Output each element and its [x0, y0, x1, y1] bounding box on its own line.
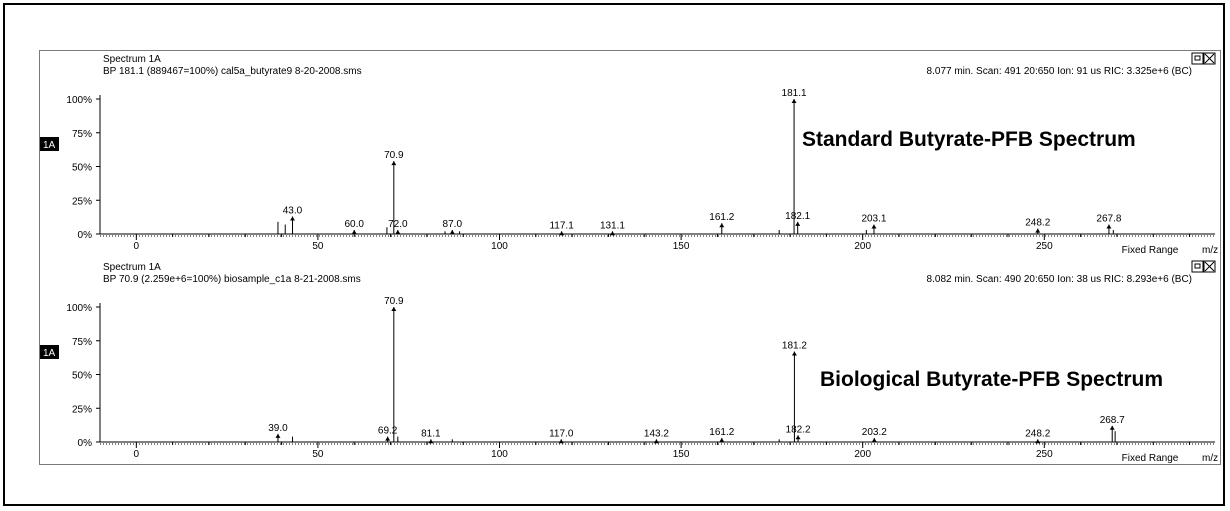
peak-label: 248.2 [1025, 428, 1050, 439]
peak-label: 87.0 [443, 219, 463, 230]
spectrum-badge: 1A [40, 137, 59, 151]
header-right: 8.082 min. Scan: 490 20:650 Ion: 38 us R… [927, 274, 1192, 285]
peak-marker [275, 433, 281, 438]
x-tick-label: 150 [673, 241, 690, 252]
peak-label: 182.2 [786, 424, 811, 435]
spectrum-badge-label: 1A [43, 140, 56, 151]
x-tick-label: 150 [673, 449, 690, 460]
x-tick-label: 0 [134, 241, 140, 252]
peak-marker [351, 229, 357, 234]
figure-frame: Spectrum 1A BP 181.1 (889467=100%) cal5a_… [3, 3, 1225, 506]
x-tick-label: 200 [854, 241, 871, 252]
spectrum-annotation: Biological Butyrate-PFB Spectrum [820, 368, 1163, 391]
peak-label: 181.2 [782, 341, 807, 352]
peak-label: 161.2 [709, 212, 734, 223]
x-tick-label: 100 [491, 241, 508, 252]
spectrum-window: Spectrum 1A BP 181.1 (889467=100%) cal5a_… [39, 50, 1221, 465]
spectrum-panel-standard: Spectrum 1A BP 181.1 (889467=100%) cal5a_… [40, 51, 1220, 257]
restore-window-icon[interactable] [1191, 260, 1204, 273]
peak-marker [1035, 228, 1041, 233]
peak-label: 143.2 [644, 428, 669, 439]
x-axis-label: m/z [1202, 245, 1218, 256]
peak-marker [449, 229, 455, 234]
peak-marker [385, 436, 391, 441]
peak-marker [395, 229, 401, 234]
peak-marker [791, 351, 797, 356]
y-tick-label: 50% [72, 371, 92, 382]
y-tick-label: 100% [66, 95, 92, 106]
x-tick-label: 50 [312, 449, 324, 460]
peak-marker [428, 439, 434, 444]
peak-marker [391, 161, 397, 166]
y-tick-label: 50% [72, 163, 92, 174]
panel-title: Spectrum 1A [103, 262, 161, 273]
peak-label: 117.0 [549, 428, 574, 439]
x-tick-label: 100 [491, 449, 508, 460]
peak-marker [558, 439, 564, 444]
close-window-icon[interactable] [1203, 52, 1216, 65]
peak-marker [653, 439, 659, 444]
peak-marker [719, 223, 725, 228]
spectrum-badge: 1A [40, 345, 59, 359]
peak-marker [289, 216, 295, 221]
spectrum-annotation: Standard Butyrate-PFB Spectrum [802, 128, 1136, 151]
spectrum-badge-label: 1A [43, 348, 56, 359]
peak-label: 70.9 [384, 296, 404, 307]
peak-marker [1106, 224, 1112, 229]
peak-label: 182.1 [785, 211, 810, 222]
peak-label: 203.2 [862, 427, 887, 438]
x-tick-label: 50 [312, 241, 324, 252]
x-tick-label: 0 [134, 449, 140, 460]
peak-marker [795, 435, 801, 440]
y-tick-label: 100% [66, 303, 92, 314]
peak-marker [391, 307, 397, 311]
peak-marker [719, 437, 725, 442]
header-right: 8.077 min. Scan: 491 20:650 Ion: 91 us R… [927, 66, 1192, 77]
x-axis-label: m/z [1202, 453, 1218, 464]
peak-marker [559, 231, 565, 236]
range-mode-label: Fixed Range [1122, 245, 1179, 256]
close-window-icon[interactable] [1203, 260, 1216, 273]
peak-label: 131.1 [600, 220, 625, 231]
peak-marker [1035, 439, 1041, 444]
x-tick-label: 200 [854, 449, 871, 460]
peak-marker [871, 224, 877, 229]
x-tick-label: 250 [1036, 449, 1053, 460]
peak-label: 267.8 [1096, 214, 1121, 225]
peak-label: 70.9 [384, 150, 404, 161]
peak-label: 161.2 [709, 427, 734, 438]
y-tick-label: 75% [72, 337, 92, 348]
x-tick-label: 250 [1036, 241, 1053, 252]
peak-label: 203.1 [861, 214, 886, 225]
y-tick-label: 75% [72, 129, 92, 140]
peak-label: 60.0 [345, 219, 365, 230]
peak-marker [871, 437, 877, 442]
peak-label: 72.0 [388, 219, 408, 230]
peak-label: 248.2 [1025, 218, 1050, 229]
peak-label: 69.2 [378, 426, 398, 437]
y-tick-label: 25% [72, 196, 92, 207]
panel-title: Spectrum 1A [103, 54, 161, 65]
spectrum-panel-biological: Spectrum 1A BP 70.9 (2.259e+6=100%) biosa… [40, 259, 1220, 465]
peak-label: 268.7 [1100, 415, 1125, 426]
peak-marker [1109, 425, 1115, 430]
peak-marker [795, 221, 801, 226]
peak-label: 43.0 [283, 205, 303, 216]
peak-label: 39.0 [268, 423, 288, 434]
restore-window-icon[interactable] [1191, 52, 1204, 65]
y-tick-label: 0% [78, 438, 93, 449]
peak-marker [791, 99, 797, 103]
header-left: BP 181.1 (889467=100%) cal5a_butyrate9 8… [103, 66, 362, 77]
y-tick-label: 0% [78, 230, 93, 241]
peak-label: 81.1 [421, 428, 441, 439]
header-left: BP 70.9 (2.259e+6=100%) biosample_c1a 8-… [103, 274, 361, 285]
peak-label: 117.1 [549, 220, 574, 231]
peak-label: 181.1 [782, 88, 807, 99]
range-mode-label: Fixed Range [1122, 453, 1179, 464]
peak-marker [609, 231, 615, 236]
y-tick-label: 25% [72, 404, 92, 415]
